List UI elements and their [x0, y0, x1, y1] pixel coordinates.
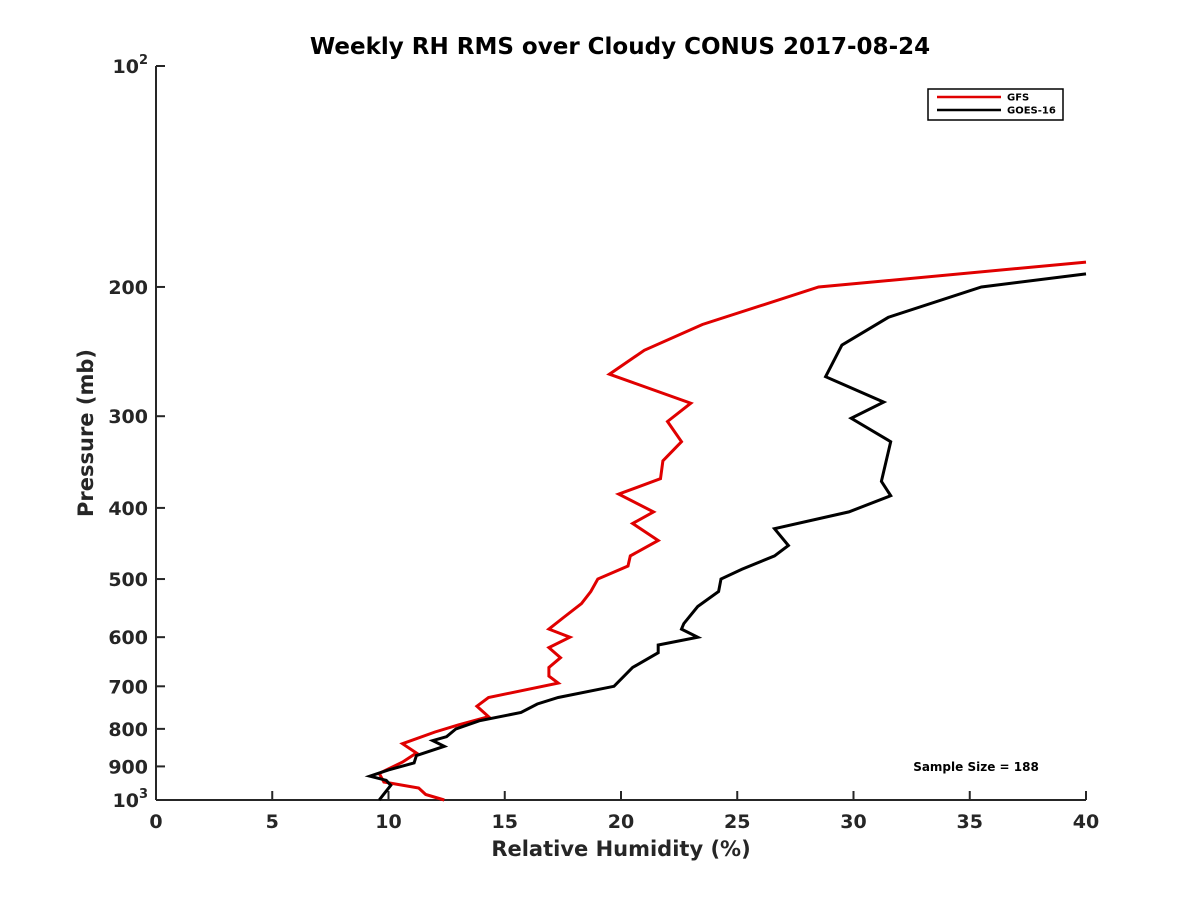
chart-title: Weekly RH RMS over Cloudy CONUS 2017-08-…: [310, 34, 930, 60]
y-axis-label: Pressure (mb): [74, 349, 98, 517]
axes-layer: [155, 66, 1086, 801]
series-line-gfs: [377, 260, 1087, 802]
legend-label-gfs: GFS: [1007, 93, 1029, 104]
series-layer: [364, 260, 1087, 802]
y-tick-label: 900: [108, 756, 148, 778]
x-tick-label: 15: [492, 811, 518, 833]
sample-size-annotation: Sample Size = 188: [913, 760, 1039, 774]
y-tick-label: 500: [108, 569, 148, 591]
y-tick-label: 400: [108, 498, 148, 520]
y-tick-label: 800: [108, 719, 148, 741]
x-tick-label: 30: [840, 811, 866, 833]
x-tick-label: 10: [375, 811, 401, 833]
y-tick-label: 102: [113, 53, 149, 78]
x-axis-label: Relative Humidity (%): [491, 837, 750, 861]
x-tick-label: 20: [608, 811, 634, 833]
x-tick-label: 40: [1073, 811, 1099, 833]
y-tick-label: 103: [113, 787, 149, 812]
y-tick-label: 300: [108, 406, 148, 428]
x-tick-label: 0: [149, 811, 162, 833]
x-ticks: 0 5 10 15 20 25 30 35 40: [149, 791, 1099, 833]
x-tick-label: 25: [724, 811, 750, 833]
y-tick-label: 600: [108, 627, 148, 649]
x-tick-label: 35: [957, 811, 983, 833]
series-line-goes16: [364, 272, 1087, 801]
legend-box: [927, 88, 1064, 121]
legend-label-goes16: GOES-16: [1007, 106, 1056, 117]
y-tick-label: 700: [108, 676, 148, 698]
y-ticks: 102 200 300 400 500 600 700 800 900 103: [108, 53, 165, 812]
legend: GFS GOES-16: [927, 88, 1064, 121]
y-tick-label: 200: [108, 277, 148, 299]
x-tick-label: 5: [266, 811, 279, 833]
